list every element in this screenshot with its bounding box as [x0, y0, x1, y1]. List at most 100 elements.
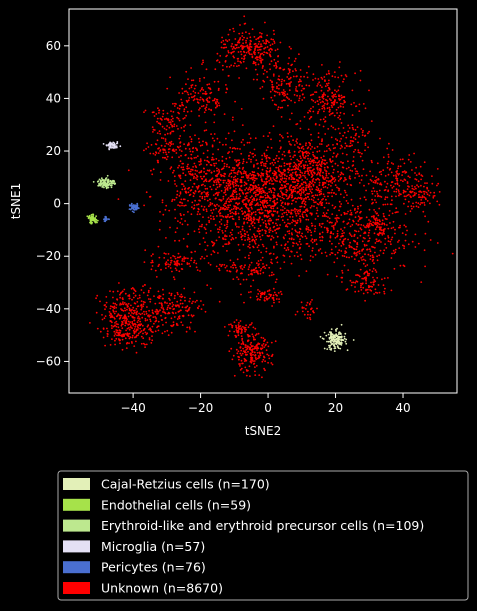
data-point [266, 160, 268, 163]
data-point [358, 182, 361, 184]
data-point [209, 215, 212, 217]
data-point [340, 102, 342, 105]
data-point [327, 177, 329, 179]
data-point [289, 194, 291, 196]
data-point [429, 202, 431, 205]
data-point [273, 58, 276, 61]
data-point [278, 93, 281, 96]
data-point [253, 148, 256, 151]
data-point [341, 146, 343, 148]
data-point [313, 230, 316, 233]
data-point [261, 352, 264, 355]
data-point [383, 222, 386, 225]
data-point [149, 320, 152, 323]
data-point [187, 170, 190, 173]
data-point [198, 80, 201, 82]
data-point [128, 328, 131, 331]
data-point [117, 326, 120, 329]
data-point [397, 189, 400, 192]
data-point [238, 218, 241, 221]
data-point [368, 286, 370, 289]
data-point [310, 107, 312, 110]
data-point [219, 212, 221, 215]
data-point [225, 188, 227, 191]
data-point [244, 211, 247, 214]
data-point [319, 174, 322, 177]
data-point [406, 194, 409, 197]
data-point [89, 322, 91, 324]
data-point [253, 347, 256, 350]
data-point [274, 196, 276, 198]
data-point [237, 243, 240, 246]
data-point [300, 243, 302, 246]
data-point [416, 184, 418, 187]
data-point [222, 175, 225, 177]
data-point [229, 212, 232, 215]
data-point [299, 176, 302, 178]
data-point [193, 259, 196, 262]
data-point [242, 217, 245, 220]
data-point [205, 208, 208, 211]
data-point [135, 313, 138, 315]
data-point [371, 224, 374, 227]
data-point [288, 57, 290, 59]
data-point [101, 318, 104, 321]
data-point [206, 169, 209, 172]
data-point [266, 192, 269, 195]
data-point [169, 76, 172, 79]
data-point [421, 175, 424, 178]
data-point [238, 249, 241, 251]
data-point [217, 228, 219, 231]
data-point [268, 49, 270, 52]
data-point [411, 185, 413, 187]
data-point [173, 175, 176, 178]
data-point [146, 306, 148, 308]
data-point [272, 236, 275, 239]
data-point [332, 337, 334, 339]
data-point [277, 218, 280, 221]
data-point [232, 169, 234, 172]
data-point [343, 264, 346, 267]
data-point [177, 252, 180, 255]
data-point [374, 242, 377, 244]
data-point [335, 275, 338, 278]
data-point [242, 160, 245, 163]
data-point [327, 82, 330, 85]
data-point [420, 178, 422, 181]
data-point [238, 161, 241, 164]
data-point [334, 336, 336, 339]
data-point [270, 96, 273, 99]
data-point [226, 250, 228, 252]
data-point [269, 217, 271, 220]
data-point [328, 192, 331, 194]
data-point [342, 240, 345, 243]
data-point [400, 193, 402, 196]
data-point [401, 232, 404, 235]
data-point [225, 206, 228, 209]
data-point [318, 172, 321, 175]
data-point [240, 152, 243, 155]
data-point [194, 169, 197, 172]
data-point [121, 297, 124, 300]
data-point [243, 15, 246, 18]
data-point [230, 323, 232, 326]
data-point [175, 196, 178, 199]
data-point [265, 200, 268, 203]
data-point [111, 321, 113, 324]
data-point [257, 221, 260, 224]
data-point [407, 243, 410, 246]
data-point [372, 187, 375, 190]
data-point [247, 214, 250, 217]
data-point [198, 109, 200, 111]
data-point [384, 175, 387, 177]
data-point [352, 128, 355, 131]
data-point [229, 28, 231, 31]
data-point [197, 203, 200, 206]
data-point [339, 147, 342, 150]
data-point [248, 52, 250, 54]
data-point [341, 152, 344, 155]
data-point [414, 172, 416, 174]
data-point [165, 237, 167, 239]
data-point [353, 102, 355, 104]
data-point [189, 179, 192, 182]
